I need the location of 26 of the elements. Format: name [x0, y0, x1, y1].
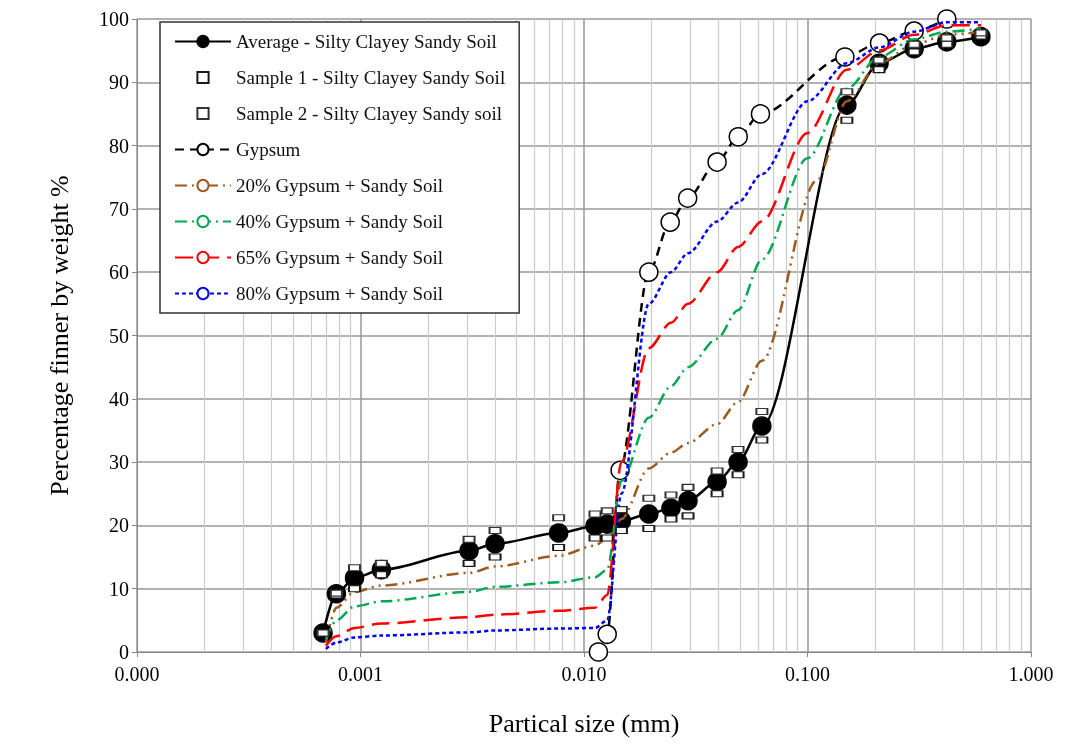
legend-label: Sample 2 - Silty Clayey Sandy soil — [236, 103, 502, 124]
y-axis-title: Percentage finner by weight % — [44, 175, 74, 496]
y-tick-label: 90 — [109, 71, 129, 94]
y-tick-label: 0 — [119, 641, 129, 663]
y-tick-label: 30 — [109, 451, 129, 474]
y-tick-label: 60 — [109, 261, 129, 284]
y-tick-label: 50 — [109, 324, 129, 347]
legend-label: Gypsum — [236, 139, 301, 160]
y-tick-label: 70 — [109, 197, 129, 220]
y-tick-label: 40 — [109, 387, 129, 410]
x-tick-label: 0.100 — [785, 663, 830, 685]
legend-label: Sample 1 - Silty Clayey Sandy Soil — [236, 67, 506, 88]
x-tick-label: 0.010 — [561, 663, 607, 685]
x-tick-label: 0.001 — [338, 663, 383, 685]
y-tick-label: 80 — [109, 134, 129, 157]
legend-label: 20% Gypsum + Sandy Soil — [236, 175, 444, 196]
x-tick-label: 0.000 — [114, 663, 160, 685]
legend-label: 80% Gypsum + Sandy Soil — [236, 283, 444, 304]
y-tick-label: 20 — [109, 514, 129, 537]
x-tick-label: 1.000 — [1008, 663, 1054, 685]
legend-label: 40% Gypsum + Sandy Soil — [236, 211, 444, 232]
legend-label: Average - Silty Clayey Sandy Soil — [236, 31, 497, 52]
x-axis-title: Partical size (mm) — [488, 708, 680, 738]
legend-label: 65% Gypsum + Sandy Soil — [236, 247, 444, 268]
y-tick-label: 10 — [109, 577, 129, 600]
y-tick-label: 100 — [99, 8, 129, 30]
